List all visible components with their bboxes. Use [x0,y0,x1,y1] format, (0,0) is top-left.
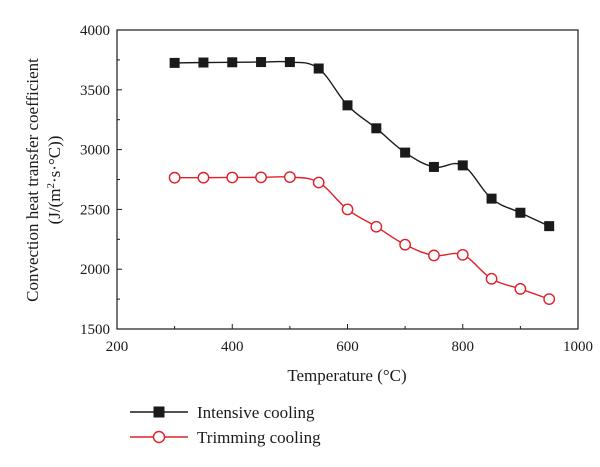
y-tick-label: 2000 [80,262,110,278]
plot-area-frame [116,29,579,330]
data-point-square [400,147,411,158]
data-point-square [313,63,324,74]
data-point-circle [543,293,556,305]
data-point-circle [399,238,412,251]
data-point-square [371,123,382,134]
data-point-circle [197,171,210,184]
data-point-circle [456,248,469,261]
data-point-circle [255,171,267,184]
data-point-circle [428,249,440,262]
data-point-square [256,57,267,68]
data-point-square [544,221,555,232]
data-point-circle [341,203,354,216]
y-tick-label: 3500 [80,83,110,99]
data-point-square [486,193,497,204]
legend-marker-intensive [153,406,165,418]
legend-marker-trimming [152,430,166,444]
data-point-circle [312,176,325,189]
y-tick-label: 2500 [80,202,110,218]
data-point-circle [485,272,498,285]
data-point-square [515,207,526,218]
x-tick-label: 600 [336,339,359,355]
legend-item-trimming: Trimming cooling [130,428,321,447]
y-axis-title-line2: (J/(m2·s·°C)) [45,136,64,225]
data-point-square [342,100,353,111]
legend-label-trimming: Trimming cooling [197,428,321,447]
data-point-square [198,57,209,68]
data-point-square [169,57,180,68]
legend-label-intensive: Intensive cooling [197,403,315,422]
data-point-square [457,160,468,171]
data-point-circle [283,171,296,184]
series-intensive-cooling [169,57,555,232]
x-axis-title: Temperature (°C) [287,366,406,385]
y-tick-label: 1500 [80,322,110,338]
y-tick-label: 3000 [80,143,110,159]
legend-item-intensive: Intensive cooling [130,403,315,422]
data-point-square [284,57,295,68]
data-point-square [428,161,439,172]
legend: Intensive cooling Trimming cooling [130,403,321,447]
x-tick-label: 400 [221,339,244,355]
data-point-circle [168,171,181,184]
x-tick-label: 1000 [563,339,593,355]
y-axis-title-line1: Convection heat transfer coefficient [23,58,42,302]
x-tick-label: 800 [452,339,475,355]
y-tick-label: 4000 [80,23,110,39]
y-axis-title: Convection heat transfer coefficient (J/… [23,58,64,302]
series-trimming-cooling [168,171,556,305]
data-point-square [227,57,238,68]
data-point-circle [370,220,383,233]
data-point-circle [226,171,239,184]
x-tick-label: 200 [106,339,129,355]
data-point-circle [514,283,527,295]
